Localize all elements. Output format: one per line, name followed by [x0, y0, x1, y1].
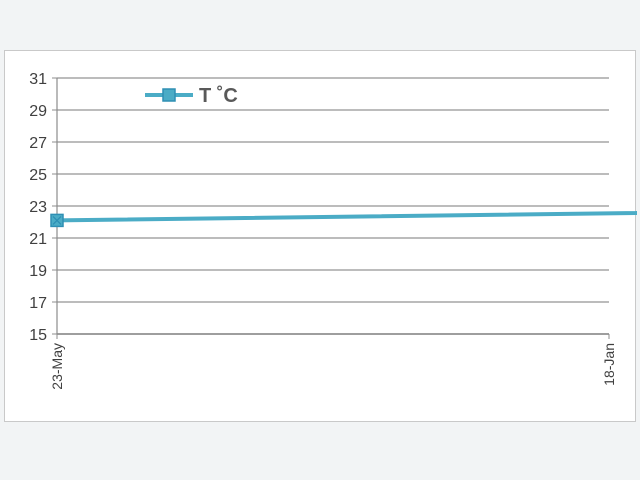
y-tick-label-31: 31	[29, 71, 47, 88]
data-point-cross-1	[52, 215, 62, 225]
y-tick-label-21: 21	[29, 231, 47, 248]
series-line	[56, 210, 637, 223]
series-layer	[50, 210, 637, 228]
y-tick-label-17: 17	[29, 295, 47, 312]
y-tick-label-25: 25	[29, 167, 47, 184]
y-tick-label-29: 29	[29, 103, 47, 120]
y-tick-label-27: 27	[29, 135, 47, 152]
x-tick-label-23-May: 23-May	[49, 343, 65, 390]
gridlines	[52, 77, 609, 335]
x-tick-label-18-Jan: 18-Jan	[601, 343, 617, 386]
y-tick-label-15: 15	[29, 327, 47, 344]
x-axis-tick-labels: 23-May7-Jun22-Jun7-Jul22-Jul6-Aug21-Aug5…	[49, 343, 617, 390]
legend-marker-swatch	[162, 88, 176, 102]
y-tick-label-23: 23	[29, 199, 47, 216]
y-tick-label-19: 19	[29, 263, 47, 280]
line-chart: 15 17 19 21 23 25 27 29 31 23-May7-Jun22-Jun7-Ju…	[29, 71, 637, 390]
legend-label: T ˚C	[199, 84, 238, 107]
y-axis-tick-labels: 15 17 19 21 23 25 27 29 31	[29, 71, 47, 344]
axes	[56, 78, 610, 339]
chart-frame: 15 17 19 21 23 25 27 29 31 23-May7-Jun22-Jun7-Ju…	[4, 50, 637, 422]
legend: T ˚C	[145, 84, 238, 107]
